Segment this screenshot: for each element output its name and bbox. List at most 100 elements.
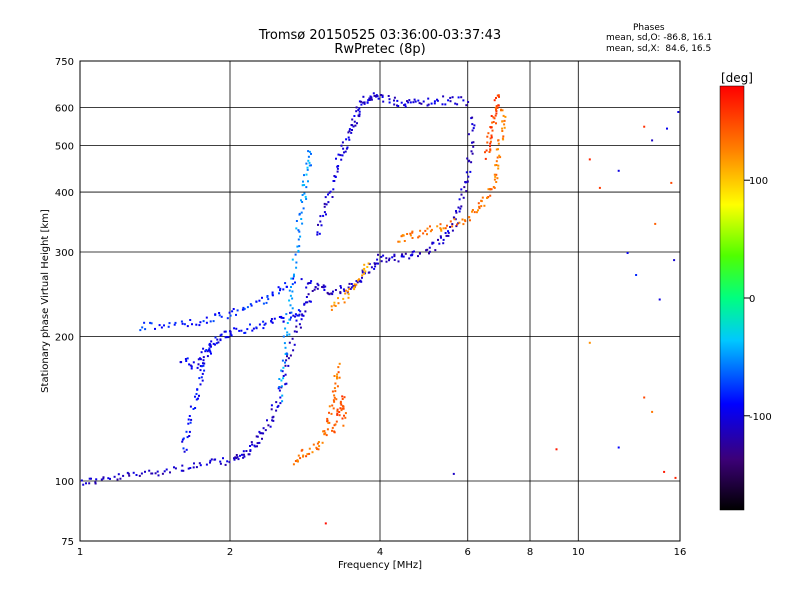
trace-point	[495, 97, 497, 99]
trace-point	[337, 371, 340, 374]
trace-point	[282, 317, 285, 319]
trace-point	[490, 126, 492, 129]
trace-point	[195, 393, 198, 395]
trace-point	[444, 103, 447, 106]
trace-point	[218, 314, 221, 317]
trace-point	[306, 168, 309, 171]
trace-point	[291, 283, 294, 286]
trace-point	[381, 94, 384, 97]
trace-point	[297, 238, 300, 241]
trace-point	[258, 299, 261, 302]
trace-point	[440, 236, 442, 239]
trace-point	[317, 223, 319, 226]
trace-point	[260, 432, 263, 435]
trace-point	[335, 420, 338, 423]
trace-point	[453, 218, 456, 221]
trace-point	[495, 173, 498, 176]
trace-point	[208, 347, 211, 350]
trace-point	[335, 398, 338, 401]
trace-point	[192, 361, 195, 364]
trace-point	[362, 268, 365, 271]
trace-point	[350, 286, 353, 289]
trace-point	[339, 400, 342, 403]
trace-point	[316, 282, 319, 285]
trace-point	[393, 259, 396, 261]
trace-point	[348, 130, 351, 133]
trace-point	[498, 95, 500, 98]
trace-point	[288, 289, 291, 292]
trace-point	[422, 100, 425, 103]
trace-point	[495, 160, 498, 163]
trace-point	[477, 202, 480, 205]
trace-point	[151, 472, 154, 475]
scatter-point	[643, 125, 646, 128]
trace-point	[336, 373, 339, 376]
trace-point	[262, 432, 265, 435]
trace-point	[367, 262, 370, 265]
trace-point	[495, 110, 498, 112]
trace-point	[275, 409, 278, 412]
trace-point	[281, 370, 284, 373]
trace-point	[352, 285, 355, 287]
scatter-point	[670, 181, 673, 184]
trace-point	[107, 477, 110, 480]
trace-point	[494, 175, 497, 178]
trace-point	[202, 359, 205, 362]
trace-point	[310, 152, 312, 155]
trace-point	[341, 154, 344, 157]
trace-point	[501, 127, 504, 130]
trace-point	[278, 378, 281, 380]
trace-point	[242, 306, 245, 309]
trace-point	[400, 255, 403, 258]
trace-point	[291, 258, 294, 261]
trace-point	[316, 287, 319, 290]
trace-point	[185, 430, 188, 433]
trace-point	[301, 184, 304, 187]
trace-point	[284, 327, 287, 330]
trace-point	[357, 109, 360, 111]
trace-point	[496, 177, 499, 180]
trace-point	[202, 320, 205, 323]
trace-point	[119, 477, 122, 480]
trace-point	[289, 294, 292, 297]
trace-point	[102, 477, 105, 480]
trace-point	[264, 429, 267, 432]
trace-point	[231, 310, 234, 313]
trace-point	[471, 209, 474, 211]
trace-point	[350, 283, 353, 285]
trace-point	[236, 309, 239, 312]
trace-point	[209, 461, 211, 464]
trace-point	[436, 99, 439, 102]
trace-point	[375, 262, 378, 265]
trace-point	[367, 99, 370, 102]
trace-point	[424, 229, 427, 232]
trace-point	[385, 257, 388, 260]
scatter-point	[651, 139, 654, 142]
trace-point	[247, 453, 250, 456]
trace-point	[291, 297, 294, 300]
trace-point	[484, 157, 487, 160]
trace-point	[180, 320, 183, 323]
trace-point	[323, 202, 326, 205]
trace-point	[301, 201, 304, 203]
trace-point	[294, 281, 296, 284]
trace-point	[240, 329, 243, 332]
trace-point	[336, 375, 338, 378]
trace-point	[334, 176, 337, 178]
trace-point	[358, 100, 361, 103]
trace-point	[278, 292, 280, 295]
trace-point	[503, 119, 506, 122]
trace-point	[292, 463, 295, 466]
trace-point	[373, 94, 376, 97]
trace-point	[301, 314, 304, 317]
trace-point	[409, 254, 412, 257]
trace-point	[270, 404, 273, 407]
trace-point	[282, 366, 285, 369]
trace-point	[187, 418, 190, 421]
trace-point	[302, 180, 304, 183]
trace-point	[296, 459, 299, 462]
trace-point	[342, 407, 345, 410]
trace-point	[363, 101, 366, 104]
trace-point	[316, 447, 318, 450]
trace-point	[420, 102, 423, 105]
